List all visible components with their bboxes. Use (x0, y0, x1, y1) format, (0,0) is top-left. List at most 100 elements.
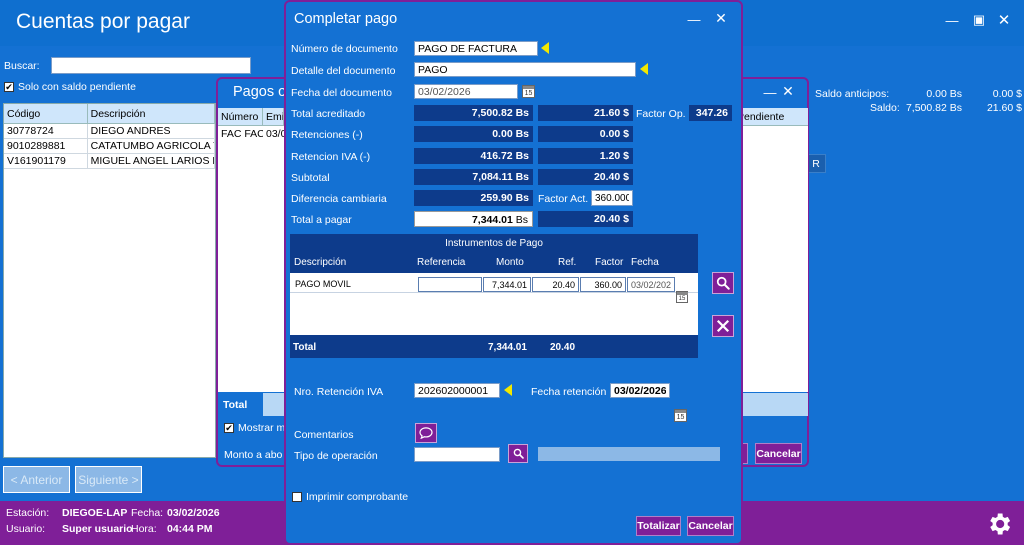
user-label: Usuario: (6, 523, 46, 535)
exchange-diff-label: Diferencia cambiaria (291, 193, 387, 205)
date-value: 03/02/2026 (167, 507, 220, 519)
col-description[interactable]: Descripción (294, 257, 347, 268)
cell-code: V161901179 (4, 154, 88, 168)
iva-retention-bs: 416.72 Bs (414, 148, 533, 164)
dialog-minimize-button[interactable]: — (687, 12, 701, 27)
total-to-pay-bs-amount: 7,344.01 (471, 214, 513, 226)
instrument-factor-input[interactable] (580, 277, 626, 292)
search-instrument-button[interactable] (712, 272, 734, 294)
maximize-button[interactable]: ▣ (972, 12, 986, 27)
cell-code: 9010289881 (4, 139, 88, 153)
table-row[interactable]: V161901179 MIGUEL ANGEL LARIOS BOR (4, 154, 215, 169)
required-marker-icon (541, 42, 549, 54)
doc-number-input[interactable] (414, 41, 538, 56)
total-to-pay-bs-unit: Bs (515, 214, 528, 226)
search-icon (513, 448, 524, 459)
required-marker-icon (504, 384, 512, 396)
advances-bs: 0.00 Bs (926, 88, 962, 100)
close-button[interactable]: ✕ (997, 12, 1011, 29)
instrument-description: PAGO MOVIL (295, 279, 351, 289)
next-button[interactable]: Siguiente > (75, 466, 142, 493)
user-value: Super usuario (62, 523, 133, 535)
only-pending-checkbox[interactable]: ✔ Solo con saldo pendiente (4, 81, 136, 93)
doc-date-input[interactable] (414, 84, 518, 99)
instruments-total-ref: 20.40 (550, 342, 576, 353)
total-credited-usd: 21.60 $ (538, 105, 633, 121)
iva-retention-usd: 1.20 $ (538, 148, 633, 164)
tab-r[interactable]: R (806, 154, 826, 173)
total-to-pay-bs: 7,344.01 Bs (414, 211, 533, 227)
column-header-emission[interactable]: Emi (263, 108, 284, 125)
advances-usd: 0.00 $ (992, 88, 1022, 100)
factor-act-label: Factor Act. (538, 193, 589, 205)
dialog-close-button[interactable]: ✕ (715, 10, 727, 26)
operation-type-description (538, 447, 720, 461)
search-input[interactable] (51, 57, 251, 74)
pagos-total-cell (218, 393, 263, 416)
col-ref[interactable]: Ref. (558, 257, 577, 268)
amount-label: Monto a abo (224, 449, 283, 461)
instrument-date-input[interactable] (627, 277, 675, 292)
column-header-code[interactable]: Código (4, 104, 88, 123)
pagos-cancel-button[interactable]: Cancelar (755, 443, 802, 464)
col-amount[interactable]: Monto (496, 257, 524, 268)
subtotal-label: Subtotal (291, 172, 330, 184)
retentions-bs: 0.00 Bs (414, 126, 533, 142)
instrument-amount-input[interactable] (483, 277, 531, 292)
cell-description: DIEGO ANDRES (88, 124, 215, 138)
gear-icon[interactable] (985, 510, 1013, 538)
instruments-title: Instrumentos de Pago (445, 238, 543, 249)
delete-instrument-button[interactable] (712, 315, 734, 337)
operation-type-label: Tipo de operación (294, 450, 378, 462)
operation-type-search-button[interactable] (508, 444, 528, 463)
col-reference[interactable]: Referencia (417, 257, 466, 268)
table-row[interactable]: FAC FACT 03/0 (218, 127, 284, 141)
pagos-minimize-button[interactable]: — (763, 85, 777, 100)
instrument-reference-input[interactable] (418, 277, 482, 292)
search-icon (716, 276, 730, 290)
close-icon (716, 319, 730, 333)
col-factor[interactable]: Factor (595, 257, 624, 268)
time-value: 04:44 PM (167, 523, 213, 535)
calendar-icon[interactable]: 15 (676, 291, 688, 303)
table-row[interactable]: 30778724 DIEGO ANDRES (4, 124, 215, 139)
table-row[interactable]: 9010289881 CATATUMBO AGRICOLA Y V (4, 139, 215, 154)
doc-detail-input[interactable] (414, 62, 636, 77)
dialog-cancel-button[interactable]: Cancelar (687, 516, 734, 536)
cell-description: MIGUEL ANGEL LARIOS BOR (88, 154, 215, 168)
factor-act-input[interactable] (591, 190, 633, 206)
factor-op-value: 347.26 (689, 105, 732, 121)
column-header-number[interactable]: Número (218, 108, 263, 125)
calendar-icon[interactable]: 15 (522, 85, 535, 98)
previous-button[interactable]: < Anterior (3, 466, 70, 493)
subtotal-usd: 20.40 $ (538, 169, 633, 185)
checkbox-check-icon: ✔ (4, 82, 14, 92)
time-label: Hora: (131, 523, 157, 535)
operation-type-input[interactable] (414, 447, 500, 462)
column-header-pending[interactable]: Pendiente (737, 111, 785, 123)
column-header-description[interactable]: Descripción (88, 104, 215, 123)
window-title: Cuentas por pagar (16, 10, 190, 33)
comments-label: Comentarios (294, 429, 354, 441)
advances-label: Saldo anticipos: (815, 88, 890, 100)
chat-bubble-icon (419, 427, 433, 439)
total-to-pay-label: Total a pagar (291, 214, 352, 226)
minimize-button[interactable]: — (945, 13, 959, 28)
instrument-ref-input[interactable] (532, 277, 579, 292)
comments-button[interactable] (415, 423, 437, 443)
totalize-button[interactable]: Totalizar (636, 516, 681, 536)
print-receipt-checkbox[interactable]: Imprimir comprobante (292, 491, 408, 503)
iva-retention-number-input[interactable] (414, 383, 500, 398)
retentions-label: Retenciones (-) (291, 129, 363, 141)
only-pending-label: Solo con saldo pendiente (18, 81, 136, 93)
col-date[interactable]: Fecha (631, 257, 659, 268)
calendar-icon[interactable]: 15 (674, 409, 687, 422)
checkbox-box (292, 492, 302, 502)
pagos-close-button[interactable]: ✕ (782, 83, 794, 99)
retention-date-input[interactable] (610, 383, 670, 398)
balance-bs: 7,500.82 Bs (905, 102, 962, 114)
factor-op-label: Factor Op. (636, 108, 686, 120)
show-more-checkbox[interactable]: ✔ Mostrar m (224, 422, 285, 434)
total-to-pay-usd: 20.40 $ (538, 211, 633, 227)
pagos-total-label: Total (223, 399, 248, 411)
